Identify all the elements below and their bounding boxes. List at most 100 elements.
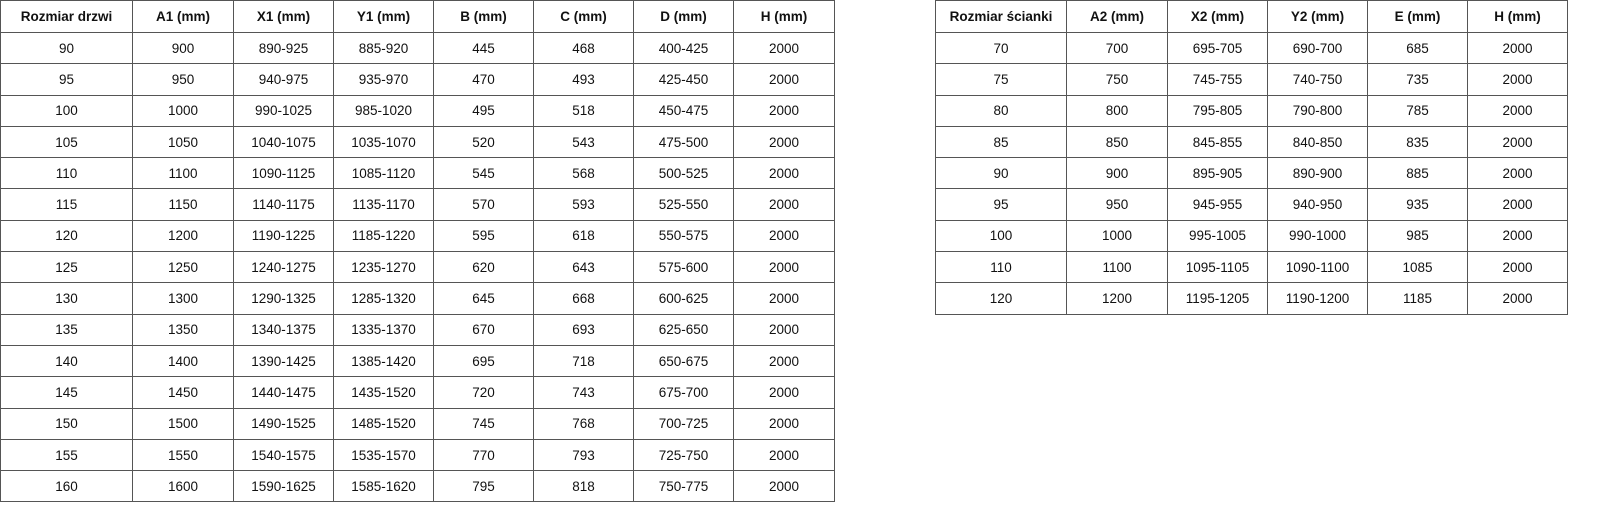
table-cell: 100 (0, 94, 133, 127)
table-row: 75 750 745-755 740-750 735 2000 (935, 63, 1568, 96)
column-header: C (mm) (533, 0, 634, 33)
table-cell: 1190-1200 (1267, 282, 1368, 315)
table-cell: 1085 (1367, 251, 1468, 284)
table-cell: 745-755 (1167, 63, 1268, 96)
column-header: X1 (mm) (233, 0, 334, 33)
table-cell: 735 (1367, 63, 1468, 96)
table-cell: 2000 (1467, 125, 1568, 159)
table-cell: 945-955 (1167, 188, 1268, 221)
table-cell: 795 (433, 470, 534, 503)
table-cell: 1095-1105 (1167, 251, 1268, 284)
table-cell: 493 (533, 63, 634, 96)
table-row: 135 1350 1340-1375 1335-1370 670 693 625-650 20… (0, 313, 835, 346)
table-cell: 835 (1367, 125, 1468, 159)
column-header: A1 (mm) (132, 0, 234, 33)
table-cell: 1490-1525 (233, 407, 334, 440)
table-cell: 940-950 (1267, 188, 1368, 221)
table-cell: 1140-1175 (233, 188, 334, 221)
table-cell: 115 (0, 188, 133, 221)
table-row: 145 1450 1440-1475 1435-1520 720 743 675-700 20… (0, 376, 835, 409)
table-cell: 1200 (132, 219, 234, 253)
table-cell: 643 (533, 251, 634, 284)
table-cell: 105 (0, 125, 133, 159)
table-cell: 795-805 (1167, 94, 1268, 127)
table-cell: 2000 (733, 125, 835, 159)
table-cell: 2000 (733, 344, 835, 378)
table-cell: 950 (132, 63, 234, 96)
table-cell: 935 (1367, 188, 1468, 221)
table-cell: 450-475 (633, 94, 734, 127)
table-row: 85 850 845-855 840-850 835 2000 (935, 125, 1568, 159)
table-row: 100 1000 995-1005 990-1000 985 2000 (935, 219, 1568, 253)
table-cell: 750-775 (633, 470, 734, 503)
table-cell: 70 (935, 31, 1067, 65)
table-cell: 595 (433, 219, 534, 253)
table-cell: 75 (935, 63, 1067, 96)
table-cell: 750 (1066, 63, 1168, 96)
table-cell: 120 (0, 219, 133, 253)
table-cell: 725-750 (633, 438, 734, 472)
table-cell: 518 (533, 94, 634, 127)
table-cell: 900 (132, 31, 234, 65)
table-cell: 1600 (132, 470, 234, 503)
table-cell: 793 (533, 438, 634, 472)
table-cell: 693 (533, 313, 634, 346)
table-cell: 2000 (733, 31, 835, 65)
table-cell: 685 (1367, 31, 1468, 65)
table-cell: 770 (433, 438, 534, 472)
wall-size-table: Rozmiar ścianki A2 (mm) X2 (mm) Y2 (mm) E (m… (935, 0, 1568, 315)
table-cell: 600-625 (633, 282, 734, 315)
table-cell: 2000 (1467, 282, 1568, 315)
table-cell: 1590-1625 (233, 470, 334, 503)
table-cell: 525-550 (633, 188, 734, 221)
table-cell: 1250 (132, 251, 234, 284)
table-cell: 145 (0, 376, 133, 409)
table-cell: 125 (0, 251, 133, 284)
table-row: 120 1200 1190-1225 1185-1220 595 618 550-575 20… (0, 219, 835, 253)
table-cell: 400-425 (633, 31, 734, 65)
table-cell: 645 (433, 282, 534, 315)
table-cell: 2000 (1467, 63, 1568, 96)
table-cell: 940-975 (233, 63, 334, 96)
table-cell: 543 (533, 125, 634, 159)
table-cell: 1540-1575 (233, 438, 334, 472)
table-row: 90 900 890-925 885-920 445 468 400-425 2000 (0, 31, 835, 65)
table-cell: 768 (533, 407, 634, 440)
table-cell: 90 (935, 157, 1067, 190)
table-cell: 985-1020 (333, 94, 434, 127)
column-header: A2 (mm) (1066, 0, 1168, 33)
column-header: Rozmiar drzwi (0, 0, 133, 33)
column-header: X2 (mm) (1167, 0, 1268, 33)
table-cell: 2000 (733, 219, 835, 253)
table-cell: 1185 (1367, 282, 1468, 315)
table-cell: 668 (533, 282, 634, 315)
table-cell: 140 (0, 344, 133, 378)
table-row: 140 1400 1390-1425 1385-1420 695 718 650-675 20… (0, 344, 835, 378)
table-cell: 2000 (1467, 188, 1568, 221)
table-row: 110 1100 1090-1125 1085-1120 545 568 500-525 20… (0, 157, 835, 190)
table-cell: 670 (433, 313, 534, 346)
table-cell: 1285-1320 (333, 282, 434, 315)
table-cell: 1085-1120 (333, 157, 434, 190)
table-cell: 895-905 (1167, 157, 1268, 190)
table-cell: 110 (935, 251, 1067, 284)
column-header: Y1 (mm) (333, 0, 434, 33)
table-row: 160 1600 1590-1625 1585-1620 795 818 750-775 20… (0, 470, 835, 503)
table-cell: 2000 (1467, 251, 1568, 284)
table-cell: 100 (935, 219, 1067, 253)
table-cell: 840-850 (1267, 125, 1368, 159)
table-cell: 850 (1066, 125, 1168, 159)
table-cell: 155 (0, 438, 133, 472)
table-cell: 2000 (1467, 219, 1568, 253)
table-cell: 1035-1070 (333, 125, 434, 159)
table-cell: 2000 (733, 63, 835, 96)
table-cell: 2000 (733, 157, 835, 190)
table-cell: 468 (533, 31, 634, 65)
table-cell: 1090-1100 (1267, 251, 1368, 284)
table-cell: 1290-1325 (233, 282, 334, 315)
table-cell: 575-600 (633, 251, 734, 284)
table-cell: 1300 (132, 282, 234, 315)
table-cell: 1350 (132, 313, 234, 346)
table-cell: 110 (0, 157, 133, 190)
header-row: Rozmiar ścianki A2 (mm) X2 (mm) Y2 (mm) E (m… (935, 0, 1568, 33)
